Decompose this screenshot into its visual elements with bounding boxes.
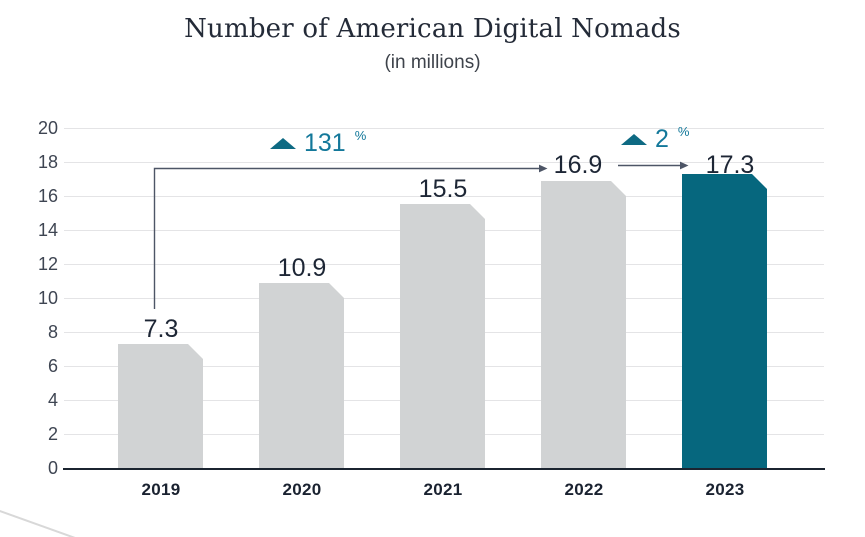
bar-value-label: 15.5 <box>418 175 468 203</box>
x-axis-label-2023: 2023 <box>705 480 745 499</box>
increase-triangle-icon <box>270 137 296 149</box>
x-axis-line <box>63 468 825 470</box>
y-axis-tick-label: 18 <box>37 152 58 172</box>
bar-2019 <box>118 344 203 468</box>
y-axis-tick-label: 20 <box>37 118 58 138</box>
gridline <box>64 162 824 163</box>
x-axis-label-2022: 2022 <box>564 480 604 499</box>
annotation-value: 131 <box>304 129 346 157</box>
bar-2023 <box>682 174 767 468</box>
bar-2021 <box>400 204 485 468</box>
annotation-2-percent: 2% <box>621 123 690 153</box>
annotation-value: 2 <box>655 125 669 153</box>
bar-value-label: 10.9 <box>277 254 327 282</box>
y-axis-tick-label: 2 <box>47 424 58 444</box>
bar-2022 <box>541 181 626 468</box>
percent-sign: % <box>677 123 690 139</box>
bar-value-label: 16.9 <box>553 151 603 179</box>
y-axis-tick-label: 6 <box>47 356 58 376</box>
annotation-131-percent: 131% <box>270 127 367 157</box>
page-corner-decoration <box>0 510 76 537</box>
y-axis-tick-label: 16 <box>37 186 58 206</box>
y-axis-tick-label: 12 <box>37 254 58 274</box>
arrowhead-icon <box>539 164 548 173</box>
chart-subtitle: (in millions) <box>384 52 481 73</box>
y-axis-tick-label: 10 <box>37 288 58 308</box>
x-axis-label-2021: 2021 <box>423 480 463 499</box>
gridline <box>64 128 824 129</box>
bar-2020 <box>259 283 344 468</box>
y-axis-tick-label: 14 <box>37 220 58 240</box>
bar-value-label: 7.3 <box>143 315 179 343</box>
percent-sign: % <box>354 127 367 143</box>
y-axis-tick-label: 4 <box>47 390 58 410</box>
increase-triangle-icon <box>621 133 647 145</box>
y-axis-tick-label: 0 <box>47 458 58 478</box>
x-axis-label-2019: 2019 <box>141 480 181 499</box>
chart-title: Number of American Digital Nomads <box>184 14 681 44</box>
bar-value-label: 17.3 <box>705 151 755 179</box>
x-axis-label-2020: 2020 <box>282 480 322 499</box>
y-axis-tick-label: 8 <box>47 322 58 342</box>
